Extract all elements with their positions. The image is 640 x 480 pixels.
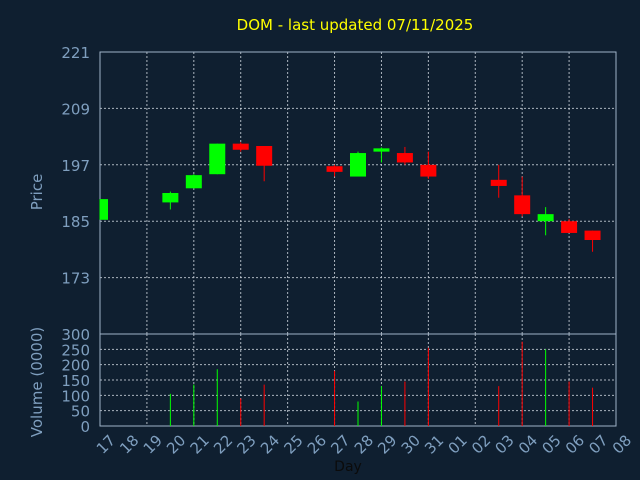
- x-tick-label: 07: [585, 431, 611, 457]
- x-tick-label: 17: [93, 431, 119, 457]
- x-tick-label: 25: [280, 431, 306, 457]
- price-tick-label: 221: [61, 44, 90, 62]
- volume-axis-label: Volume (0000): [28, 327, 46, 437]
- candle-body: [100, 199, 108, 220]
- candle-body: [514, 195, 531, 215]
- x-tick-label: 03: [492, 431, 518, 457]
- volume-tick-label: 300: [61, 326, 90, 344]
- x-tick-label: 22: [210, 431, 236, 457]
- volume-tick-label: 150: [61, 372, 90, 390]
- candle-body: [420, 164, 437, 177]
- volume-tick-label: 250: [61, 341, 90, 359]
- candle-body: [584, 230, 601, 240]
- x-tick-label: 24: [257, 431, 283, 457]
- candle-body: [256, 146, 273, 166]
- price-panel: 221 209 197 185 173: [61, 44, 617, 335]
- x-tick-label: 29: [374, 431, 400, 457]
- x-axis-label: Day: [334, 459, 362, 475]
- candle-body: [350, 153, 366, 177]
- volume-tick-label: 50: [71, 403, 90, 421]
- chart-title: DOM - last updated 07/11/2025: [237, 16, 474, 34]
- x-tick-label: 19: [140, 431, 166, 457]
- price-tick-label: 197: [61, 157, 90, 175]
- volume-tick-label: 100: [61, 387, 90, 405]
- x-tick-label: 31: [421, 431, 447, 457]
- x-tick-label: 30: [398, 431, 424, 457]
- candle-body: [373, 148, 390, 152]
- x-tick-label: 20: [163, 431, 189, 457]
- candle-body: [561, 221, 578, 233]
- price-tick-label: 185: [61, 213, 90, 231]
- x-tick-label: 18: [116, 431, 142, 457]
- volume-panel: 3002502001501005001718192021222324252627…: [61, 326, 635, 458]
- x-tick-label: 02: [468, 431, 494, 457]
- price-axis-label: Price: [28, 174, 46, 211]
- candle-body: [232, 143, 249, 150]
- volume-tick-label: 0: [80, 418, 90, 436]
- candle-body: [537, 214, 554, 222]
- candle-body: [396, 153, 413, 163]
- volume-tick-label: 200: [61, 357, 90, 375]
- price-tick-label: 173: [61, 270, 90, 288]
- x-tick-label: 01: [445, 431, 471, 457]
- candle-body: [490, 179, 507, 186]
- x-tick-label: 06: [562, 431, 588, 457]
- candle-body: [209, 143, 226, 175]
- candle-body: [185, 175, 202, 189]
- x-tick-label: 05: [538, 431, 564, 457]
- x-tick-label: 21: [187, 431, 213, 457]
- candle-body: [162, 193, 179, 203]
- price-tick-label: 209: [61, 100, 90, 118]
- x-tick-label: 27: [327, 431, 353, 457]
- x-tick-label: 08: [609, 431, 635, 457]
- candle-body: [326, 166, 343, 172]
- x-tick-label: 04: [515, 431, 541, 457]
- x-tick-label: 28: [351, 431, 377, 457]
- x-tick-label: 26: [304, 431, 330, 457]
- x-tick-label: 23: [234, 431, 260, 457]
